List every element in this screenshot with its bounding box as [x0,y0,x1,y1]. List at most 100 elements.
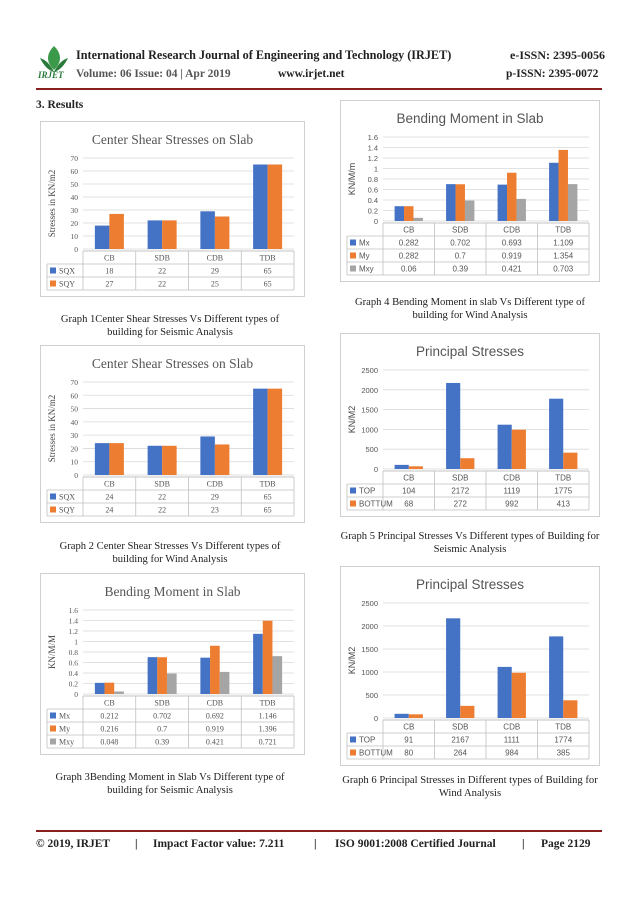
y-tick-label: 1000 [361,668,378,677]
data-label: 0.919 [206,725,224,734]
y-tick-label: 0.8 [69,648,79,657]
bar-BOTTUM-TDB [563,700,578,718]
bar-My-CB [404,206,414,221]
legend-label: TOP [359,736,375,745]
data-label: 24 [105,493,113,502]
y-tick-label: 0 [74,690,78,699]
legend-label: My [359,252,370,261]
bar-TOP-CDB [497,666,512,718]
bar-My-SDB [455,184,465,221]
y-tick-label: 1500 [361,645,378,654]
y-tick-label: 1.6 [69,606,79,615]
category-label: SDB [452,723,468,732]
chart-g5: Principal Stresses KN/M2 0 500 1000 1500 2000 2… [340,333,600,517]
data-label: 91 [404,736,413,745]
bar-TOP-SDB [446,618,461,718]
bar-Mxy-SDB [464,200,475,221]
legend-label: My [59,725,70,734]
chart-title: Principal Stresses [416,344,524,359]
website-link[interactable]: www.irjet.net [278,68,345,80]
logo-text: IRJET [38,70,64,80]
legend-label: BOTTUM [359,500,393,509]
legend-swatch-My [350,252,356,259]
category-label: CDB [207,254,223,263]
category-label: CDB [503,226,520,235]
bar-SQX-CDB [200,211,215,249]
y-tick-label: 0 [374,714,378,723]
y-tick-label: 0 [374,217,378,226]
data-label: 992 [505,500,519,509]
bar-BOTTUM-CDB [511,672,526,718]
category-label: SDB [154,254,170,263]
category-label: CB [403,723,414,732]
category-label: CB [104,480,115,489]
y-tick-label: 60 [71,391,79,400]
bar-SQY-SDB [162,445,177,475]
category-label: TDB [260,480,276,489]
category-label: TDB [555,474,571,483]
bar-Mx-CB [94,682,105,694]
bar-BOTTUM-CB [408,714,423,718]
data-label: 0.702 [450,239,471,248]
volume-issue: Volume: 06 Issue: 04 | Apr 2019 [76,68,231,80]
footer-separator: | [135,838,138,850]
data-label: 1.109 [553,239,574,248]
y-tick-label: 0.4 [368,196,378,205]
y-tick-label: 50 [71,180,79,189]
data-label: 1775 [554,487,572,496]
data-label: 0.703 [553,265,574,274]
data-label: 0.282 [399,252,420,261]
y-axis-label: KN/M2 [347,647,357,675]
chart-svg: Bending Moment in Slab KN/M/M 00.2 0.40.6 0.… [46,584,295,749]
data-label: 22 [158,506,166,515]
category-label: CDB [207,480,223,489]
y-tick-label: 40 [71,193,79,202]
data-label: 0.693 [502,239,523,248]
bar-My-CDB [210,645,220,694]
y-axis-label: KN/M/m [347,163,357,196]
bar-SQX-TDB [253,164,268,249]
legend-label: TOP [359,487,375,496]
bar-TOP-CB [394,464,409,469]
legend-label: SQX [59,493,75,502]
data-label: 68 [404,500,413,509]
category-label: SDB [154,699,170,708]
y-tick-label: 10 [71,458,79,467]
y-tick-label: 1500 [361,406,378,415]
bar-SQX-CDB [200,436,215,475]
footer-iso: ISO 9001:2008 Certified Journal [335,838,496,850]
data-label: 413 [557,500,571,509]
legend-label: Mx [359,239,370,248]
category-label: SDB [452,226,468,235]
data-label: 22 [158,267,166,276]
bar-Mx-CB [394,206,405,221]
y-tick-label: 1.6 [368,133,378,142]
data-label: 1111 [504,736,521,745]
y-tick-label: 70 [71,378,79,387]
y-tick-label: 60 [71,167,79,176]
footer-page-number: Page 2129 [541,838,591,850]
footer-separator: | [522,838,525,850]
data-label: 80 [404,749,413,758]
legend-label: SQY [59,506,75,515]
bar-Mx-TDB [549,162,559,221]
legend-label: SQX [59,267,75,276]
chart-svg: Center Shear Stresses on Slab Stresses in… [46,132,295,291]
data-label: 0.421 [206,738,224,747]
data-label: 0.692 [206,712,224,721]
y-tick-label: 10 [71,232,79,241]
journal-title: International Research Journal of Engine… [76,48,452,62]
chart-svg: Bending Moment in Slab KN/M/m 00.2 0.40.6 0.… [346,111,590,276]
y-tick-label: 0.8 [368,175,378,184]
data-label: 1.354 [553,252,574,261]
y-tick-label: 1.2 [368,154,378,163]
data-label: 25 [211,280,219,289]
chart-svg: Center Shear Stresses on Slab Stresses in… [46,356,295,517]
data-label: 104 [402,487,416,496]
category-label: CB [104,254,115,263]
data-label: 0.7 [455,252,467,261]
legend-swatch-Mx [350,239,356,246]
bar-Mxy-CB [114,691,124,694]
y-tick-label: 1000 [361,425,378,434]
header-divider [36,88,602,90]
